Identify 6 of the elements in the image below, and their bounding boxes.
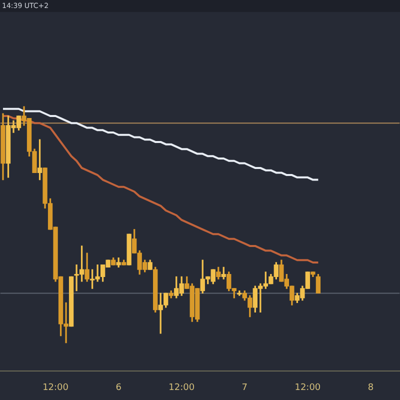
x-tick-label: 12:00 <box>168 382 195 393</box>
x-tick-label: 12:00 <box>42 382 69 393</box>
x-tick-label: 12:00 <box>294 382 321 393</box>
x-tick-label: 7 <box>242 382 248 393</box>
x-tick-label: 6 <box>116 382 122 393</box>
x-tick-label: 8 <box>368 382 374 393</box>
